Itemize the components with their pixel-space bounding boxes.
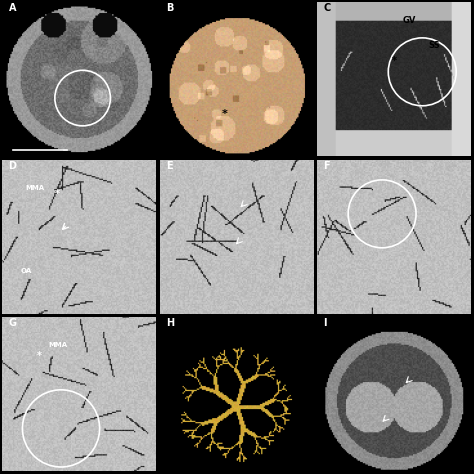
Text: MMA: MMA — [49, 342, 68, 348]
Text: F: F — [323, 161, 330, 171]
Text: C: C — [323, 3, 331, 13]
Text: GV: GV — [402, 17, 416, 26]
Text: A: A — [9, 3, 16, 13]
Text: D: D — [9, 161, 17, 171]
Text: *: * — [36, 351, 41, 361]
Text: *: * — [392, 56, 396, 66]
Text: E: E — [166, 161, 173, 171]
Text: H: H — [166, 318, 174, 328]
Text: B: B — [166, 3, 173, 13]
Text: SS: SS — [428, 41, 440, 50]
Text: *: * — [222, 109, 228, 118]
Text: MMA: MMA — [26, 184, 45, 191]
Text: *: * — [55, 189, 60, 199]
Text: G: G — [9, 318, 17, 328]
Text: I: I — [323, 318, 327, 328]
Text: OA: OA — [21, 268, 32, 274]
